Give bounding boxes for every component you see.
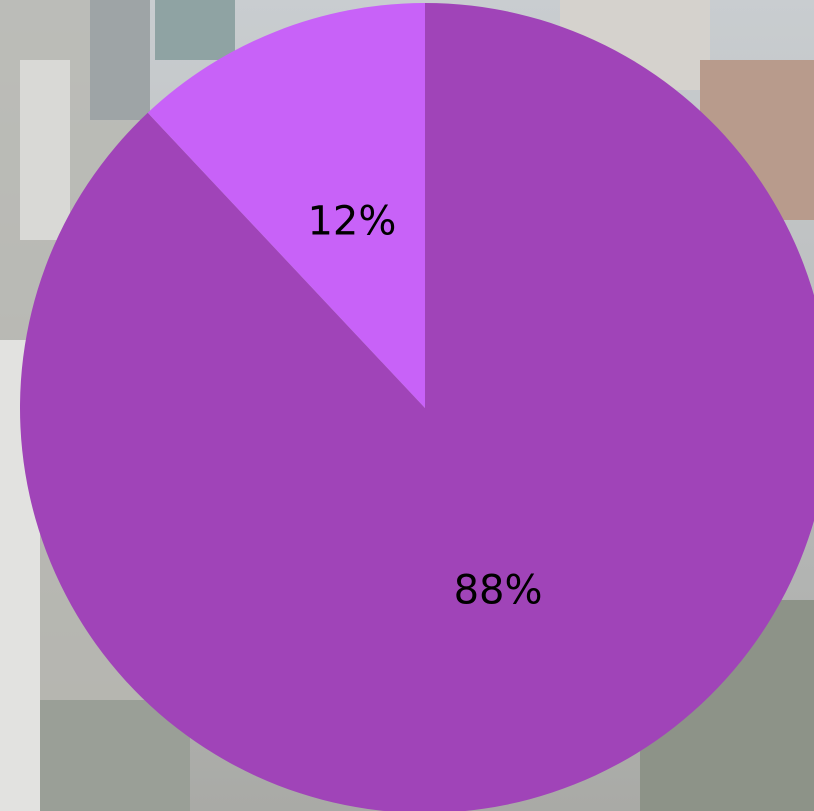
data-label: 88%	[454, 568, 543, 614]
pie	[20, 3, 814, 811]
page: {"chart_data": {"type": "pie", "categori…	[0, 0, 814, 811]
data-label: 12%	[307, 198, 396, 244]
chart: 88% 12%	[0, 0, 814, 811]
